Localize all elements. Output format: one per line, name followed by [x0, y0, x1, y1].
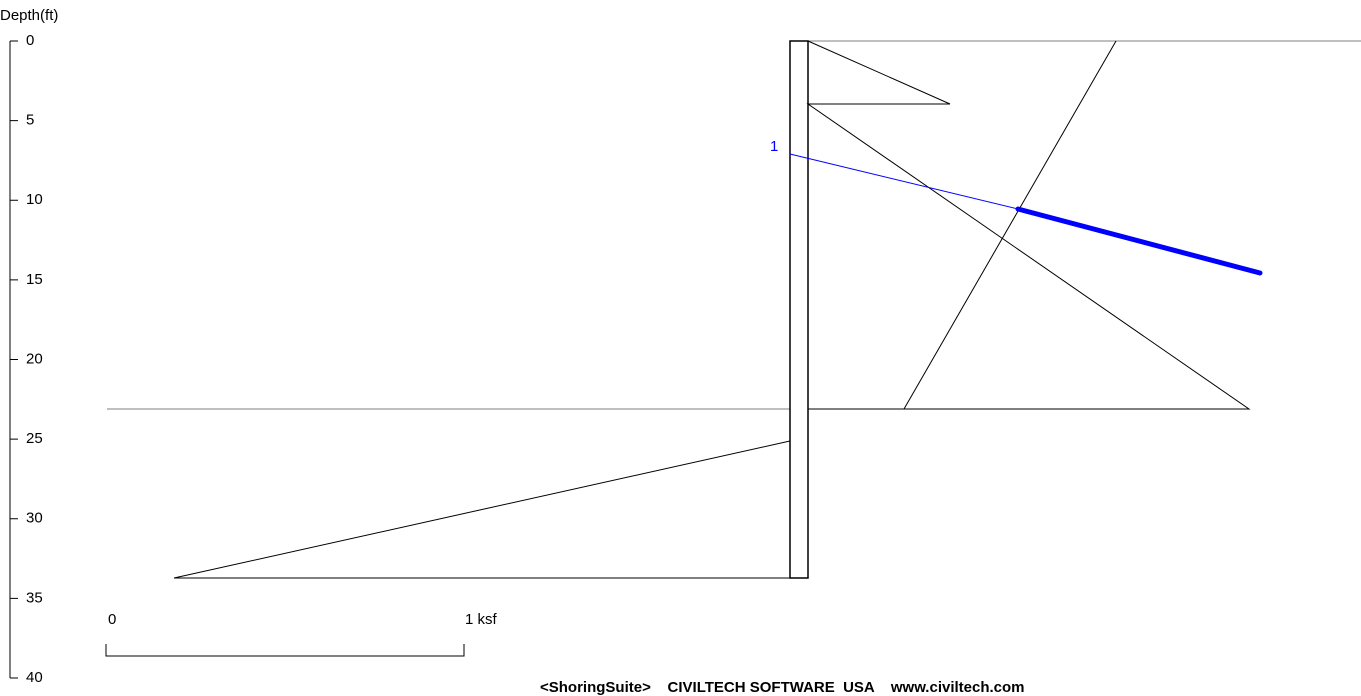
failure-plane: [903, 40, 1117, 410]
scale-end: 1 ksf: [465, 611, 498, 628]
tick-label: 40: [26, 669, 43, 686]
tick-label: 15: [26, 271, 43, 288]
tick-label: 30: [26, 510, 43, 527]
axis-label: Depth(ft): [0, 7, 58, 24]
footer: <ShoringSuite> CIVILTECH SOFTWARE USA ww…: [540, 679, 1025, 696]
anchor-free-length: [789, 153, 1019, 210]
tick-label: 25: [26, 430, 43, 447]
tick-label: 5: [26, 112, 34, 129]
tick-label: 0: [26, 32, 34, 49]
anchor-label: 1: [770, 138, 778, 155]
passive-pressure: [173, 440, 791, 579]
active-pressure: [806, 40, 1251, 410]
tick-label: 10: [26, 191, 43, 208]
ticks: 0 5 10 15 20 25 30 35 40: [10, 32, 43, 686]
scale-start: 0: [108, 611, 116, 628]
anchor-bond-length: [1015, 206, 1263, 276]
wall: [789, 40, 809, 579]
scale-bar: [105, 644, 465, 657]
tick-label: 20: [26, 350, 43, 367]
tick-label: 35: [26, 589, 43, 606]
